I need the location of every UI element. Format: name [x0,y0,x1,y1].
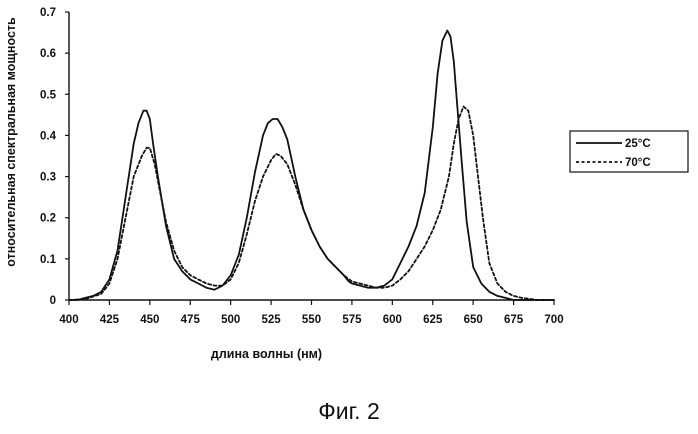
x-tick-label: 575 [342,314,362,326]
x-tick-label: 525 [261,314,281,326]
y-tick-label: 0.5 [40,89,57,101]
y-tick-label: 0.7 [40,7,56,19]
x-tick-label: 625 [423,314,443,326]
x-tick-label: 600 [383,314,402,326]
y-axis-title: относительная спектральная мощность [4,17,18,267]
series-line-70c [69,107,554,300]
y-tick-label: 0.1 [40,254,57,266]
x-tick-label: 650 [464,314,483,326]
x-tick-label: 450 [140,314,159,326]
series-line-25c [69,31,554,301]
figure-caption: Фиг. 2 [0,398,698,425]
y-tick-label: 0.3 [40,172,56,184]
x-tick-label: 500 [221,314,240,326]
y-tick-label: 0 [50,295,56,307]
x-tick-label: 550 [302,314,321,326]
legend-label-25c: 25°C [625,138,651,150]
y-tick-label: 0.4 [40,130,57,142]
x-tick-label: 700 [544,314,563,326]
x-axis-title: длина волны (нм) [211,347,322,361]
x-tick-label: 475 [181,314,201,326]
x-tick-label: 675 [504,314,524,326]
x-tick-label: 425 [100,314,120,326]
x-tick-label: 400 [59,314,78,326]
y-tick-label: 0.6 [40,48,56,60]
legend-label-70c: 70°C [625,157,651,169]
y-tick-label: 0.2 [40,213,56,225]
